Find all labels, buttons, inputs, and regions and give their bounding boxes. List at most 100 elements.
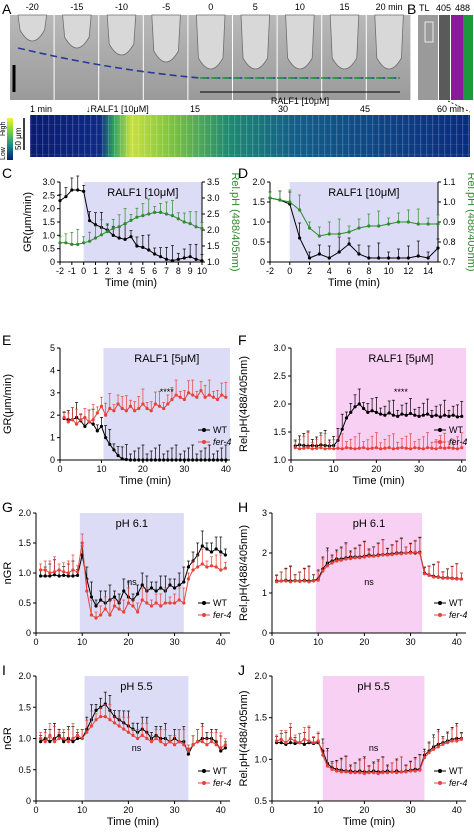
- data-point: [105, 230, 109, 234]
- data-point: [293, 579, 297, 583]
- data-point: [404, 413, 408, 417]
- data-point: [153, 210, 157, 214]
- data-point: [223, 743, 227, 747]
- data-point: [432, 575, 436, 579]
- data-point: [430, 414, 434, 418]
- y-tick-label: 2.0: [18, 671, 31, 681]
- data-point: [93, 236, 98, 240]
- data-point: [362, 555, 366, 559]
- panel-letter-c: C: [2, 165, 12, 181]
- x-axis-label: Time (min): [119, 475, 171, 487]
- legend-label: fer-4: [449, 437, 467, 447]
- data-point: [349, 446, 353, 450]
- x-tick-label: 10: [313, 805, 323, 815]
- x-tick-label: 20: [123, 637, 133, 647]
- data-point: [141, 402, 145, 406]
- y-tick-label: 0: [262, 628, 267, 638]
- data-point: [163, 743, 167, 747]
- data-point: [74, 422, 79, 426]
- y-tick-label: 0.5: [254, 796, 267, 806]
- legend-label: WT: [213, 598, 227, 608]
- data-point: [133, 458, 137, 462]
- data-point: [149, 604, 154, 608]
- data-point: [279, 741, 283, 745]
- data-point: [335, 559, 339, 563]
- panel-a-time-label: 5: [253, 2, 258, 12]
- data-point: [224, 458, 228, 462]
- data-point: [205, 565, 209, 569]
- data-point: [154, 736, 158, 741]
- data-point: [340, 427, 344, 431]
- x-tick-label: 10: [313, 637, 323, 647]
- data-point: [62, 573, 66, 578]
- data-point: [166, 458, 170, 462]
- data-point: [370, 446, 374, 450]
- data-point: [344, 770, 348, 774]
- data-point: [348, 557, 353, 561]
- chart-title: RALF1 [5μM]: [368, 353, 433, 365]
- x-tick-label: -2: [56, 266, 64, 276]
- data-point: [89, 595, 94, 599]
- data-point: [76, 188, 80, 192]
- data-point: [298, 208, 302, 212]
- data-point: [194, 225, 198, 229]
- chart-f: F RALF1 [5μM] 0 10 20 30 40 1.0 1.5 2.0 2.5 3.0 Time…: [238, 332, 467, 487]
- data-point: [170, 259, 175, 263]
- y-tick-label: 1: [262, 588, 267, 598]
- x-tick-label: 10: [77, 805, 87, 815]
- data-point: [191, 393, 195, 397]
- data-point: [147, 248, 151, 252]
- panel-b-label-tl: TL: [419, 3, 430, 13]
- data-point: [209, 740, 214, 744]
- panel-b: B TL 405 488: [407, 1, 473, 113]
- data-point: [87, 219, 92, 223]
- data-point: [154, 589, 158, 593]
- data-point: [387, 446, 391, 450]
- chart-e: E RALF1 [5μM] 0 10 20 30 40 0 1 2 3 4 5 Time (min) GR(…: [2, 332, 231, 487]
- data-point: [417, 446, 421, 450]
- data-point: [141, 245, 145, 249]
- data-point: [459, 737, 463, 741]
- data-point: [455, 447, 460, 451]
- data-point: [191, 743, 195, 747]
- data-point: [418, 768, 422, 772]
- y-tick-label: 5: [50, 343, 55, 353]
- data-point: [451, 446, 455, 450]
- y-right-tick-label: 1.0: [443, 197, 456, 207]
- data-point: [413, 769, 417, 773]
- significance-label: ns: [369, 743, 379, 753]
- data-point: [188, 255, 192, 259]
- data-point: [176, 257, 180, 261]
- y-tick-label: 1.0: [18, 734, 31, 744]
- y-tick-label: 2: [50, 410, 55, 420]
- data-point: [99, 598, 103, 602]
- panel-a-treatment-label: RALF1 [10μM]: [271, 96, 329, 106]
- data-point: [39, 574, 43, 578]
- kymo-colorbar: [7, 118, 13, 160]
- kymograph-texture: [30, 115, 470, 157]
- data-point: [117, 724, 121, 728]
- significance-label: ns: [364, 577, 374, 587]
- legend-label: WT: [449, 425, 463, 435]
- y-tick-label: 0: [50, 257, 55, 267]
- panel-a-root-hair: [17, 14, 48, 42]
- data-point: [117, 607, 121, 611]
- x-tick-label: 40: [452, 637, 462, 647]
- data-point: [220, 393, 224, 397]
- data-point: [136, 592, 140, 596]
- panel-a-time-label: 0: [208, 2, 213, 12]
- data-point: [200, 562, 204, 566]
- data-point: [293, 446, 297, 450]
- y-axis-right-label: Rel.pH (488/405nm): [465, 172, 474, 271]
- kymograph-panel: 1 min ↓RALF1 [10μM] 15 30 45 60 min Low …: [0, 104, 470, 160]
- panel-a-time-label: -15: [70, 2, 83, 12]
- data-point: [344, 446, 349, 450]
- panel-b-label-405: 405: [436, 3, 451, 13]
- y-tick-label: 1.0: [273, 455, 286, 465]
- data-point: [408, 447, 413, 451]
- data-point: [57, 736, 61, 741]
- data-point: [223, 746, 227, 750]
- data-point: [302, 742, 306, 746]
- legend-label: fer-4: [213, 610, 231, 620]
- legend-swatch-dot: [202, 440, 206, 444]
